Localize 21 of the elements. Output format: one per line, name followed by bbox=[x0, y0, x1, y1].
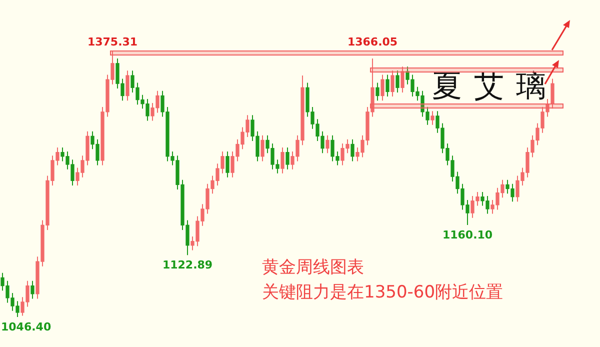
candlestick bbox=[326, 134, 330, 154]
annotation: 黄金周线图表 bbox=[262, 257, 364, 278]
candlestick bbox=[226, 151, 230, 178]
candlestick bbox=[386, 74, 390, 98]
annotation: 1122.89 bbox=[162, 258, 213, 272]
candlestick bbox=[430, 110, 434, 126]
candlestick bbox=[126, 70, 130, 102]
candlestick bbox=[260, 134, 264, 162]
candlestick bbox=[350, 138, 354, 162]
annotation: 1366.05 bbox=[347, 35, 398, 48]
annotation: 夏艾璃 bbox=[432, 68, 546, 104]
candlestick bbox=[280, 146, 284, 174]
candlestick bbox=[286, 146, 290, 170]
candlestick bbox=[376, 82, 380, 102]
annotation: 关键阻力是在1350-60附近位置 bbox=[262, 282, 504, 302]
candlestick bbox=[380, 74, 384, 102]
annotation: 1046.40 bbox=[1, 320, 52, 334]
candlestick bbox=[30, 280, 34, 300]
annotation: 1375.31 bbox=[87, 35, 138, 48]
candlestick bbox=[396, 70, 400, 93]
annotation: 1160.10 bbox=[442, 228, 493, 242]
